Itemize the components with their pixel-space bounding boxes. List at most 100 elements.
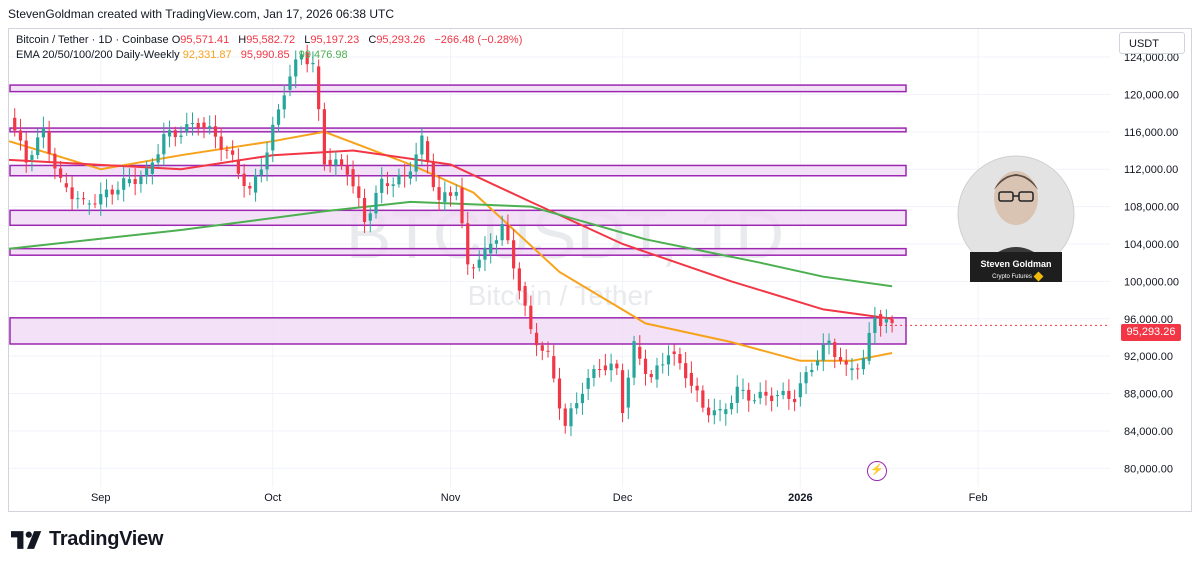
legend-open: 95,571.41: [180, 34, 230, 46]
author-avatar: Steven Goldman Crypto Futures: [957, 155, 1075, 282]
candle-body: [426, 141, 430, 163]
candle-body: [729, 402, 734, 410]
candle-body: [99, 194, 103, 205]
zone-rect: [9, 164, 907, 177]
candle-body: [87, 203, 91, 205]
candle-body: [454, 191, 458, 196]
candle-body: [397, 174, 401, 185]
watermark-name: Bitcoin / Tether: [468, 280, 653, 311]
candle-body: [598, 369, 602, 371]
candle-body: [431, 162, 435, 188]
candle-body: [620, 370, 625, 414]
candle-body: [202, 122, 206, 129]
candle-body: [735, 386, 739, 403]
candle-body: [276, 109, 281, 125]
candle-body: [225, 149, 229, 151]
candle-body: [374, 192, 378, 214]
lightning-icon[interactable]: ⚡: [867, 461, 887, 481]
candle-body: [236, 159, 240, 174]
candle-body: [873, 317, 877, 333]
candle-body: [592, 369, 596, 378]
candle-body: [362, 197, 367, 223]
candle-body: [563, 408, 567, 426]
legend-close-label: C: [368, 34, 377, 46]
legend-low: 95,197.23: [310, 34, 360, 46]
candle-body: [305, 52, 309, 65]
candle-body: [145, 168, 149, 177]
y-tick-label: 112,000.00: [1124, 164, 1178, 176]
candle-body: [122, 178, 126, 190]
candle-body: [569, 408, 573, 427]
candle-body: [162, 134, 166, 155]
candle-body: [357, 186, 361, 198]
candle-body: [36, 137, 40, 156]
candle-body: [666, 355, 671, 365]
candle-body: [815, 360, 820, 366]
candle-body: [190, 123, 195, 125]
candle-body: [294, 59, 298, 77]
candle-body: [649, 373, 653, 378]
candle-body: [443, 192, 447, 202]
candle-body: [248, 186, 252, 189]
candle-body: [706, 407, 711, 416]
candle-body: [758, 391, 762, 399]
candle-body: [609, 363, 613, 371]
candle-body: [391, 184, 395, 186]
candle-body: [339, 159, 344, 166]
x-tick-label: Nov: [441, 492, 461, 504]
candle-body: [403, 174, 407, 177]
y-tick-label: 92,000.00: [1124, 351, 1173, 363]
candle-body: [30, 155, 34, 160]
candle-body: [833, 342, 837, 358]
candle-body: [150, 162, 154, 174]
candle-body: [448, 192, 453, 196]
candle-body: [460, 187, 464, 224]
candle-body: [437, 187, 441, 200]
candle-body: [787, 390, 791, 399]
candle-body: [231, 150, 235, 155]
candle-body: [684, 363, 688, 379]
candle-body: [345, 165, 349, 175]
candle-body: [489, 243, 493, 254]
candle-body: [24, 140, 28, 163]
candle-body: [328, 159, 332, 165]
currency-selector[interactable]: USDT: [1119, 32, 1185, 54]
candle-body: [81, 198, 86, 200]
candle-body: [334, 159, 338, 165]
candle-body: [552, 356, 556, 379]
candle-body: [867, 332, 871, 361]
candle-body: [689, 372, 693, 386]
candle-body: [661, 364, 665, 366]
candle-body: [110, 189, 114, 195]
candle-body: [18, 130, 23, 141]
candle-body: [70, 187, 74, 200]
legend-open-label: O: [171, 34, 181, 46]
zone-rect: [9, 127, 907, 133]
candle-body: [139, 176, 143, 185]
candle-body: [534, 332, 539, 346]
candle-body: [47, 131, 51, 154]
legend-ema50: 95,990.85: [240, 49, 290, 61]
candle-body: [632, 341, 636, 378]
candle-body: [208, 126, 212, 129]
candle-body: [844, 360, 848, 365]
candle-body: [494, 240, 499, 244]
x-tick-label: Feb: [969, 492, 988, 504]
candle-body: [752, 400, 757, 402]
ema-line: [8, 200, 893, 288]
zone-rect: [9, 84, 907, 93]
x-tick-label: Dec: [613, 492, 633, 504]
candle-body: [580, 393, 585, 404]
legend-ema100: 99,476.98: [298, 49, 348, 61]
candle-body: [133, 179, 137, 185]
candle-body: [781, 390, 785, 396]
candle-body: [810, 369, 814, 373]
candle-body: [59, 168, 63, 178]
x-axis: Sep Oct Nov Dec 2026 Feb: [91, 492, 988, 504]
legend-low-label: L: [304, 34, 311, 46]
legend-close: 95,293.26: [376, 34, 426, 46]
candle-body: [557, 378, 562, 409]
x-tick-label: Sep: [91, 492, 111, 504]
candle-body: [804, 372, 808, 384]
